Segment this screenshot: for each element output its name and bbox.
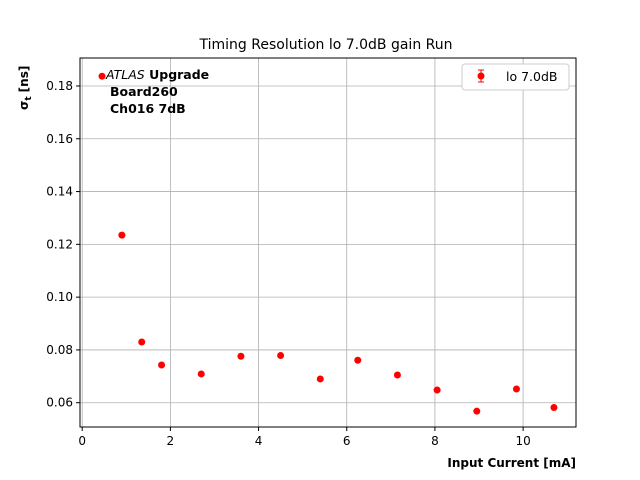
y-tick-label-5: 0.16 [46,132,73,146]
atlas-upgrade: Upgrade [149,67,209,82]
y-axis-label-subscript: t [24,96,34,101]
plot-area [79,57,577,428]
plot-frame [79,57,577,428]
legend-label: lo 7.0dB [506,69,557,84]
atlas-italic: ATLAS [105,67,145,82]
atlas-label: ATLAS Upgrade [105,67,209,82]
y-axis-ticks: 0.06 0.08 0.10 0.12 0.14 0.16 0.18 [46,79,80,410]
x-axis-ticks: 0 2 4 6 8 10 [78,427,531,448]
y-tick-label-3: 0.12 [46,237,73,251]
data-point-0-11 [473,407,481,415]
data-point-0-2 [138,338,146,346]
data-point-0-7 [316,375,324,383]
data-point-0-3 [158,361,166,369]
x-tick-label-5: 10 [515,434,530,448]
data-point-0-0 [98,72,106,80]
data-point-0-5 [237,352,245,360]
y-axis-label-symbol: σ [17,101,31,110]
y-tick-label-6: 0.18 [46,79,73,93]
data-points [98,72,558,415]
data-point-0-1 [118,231,126,239]
data-point-0-13 [550,403,558,411]
y-tick-label-1: 0.08 [46,343,73,357]
board-label: Board260 [110,84,178,99]
data-point-0-8 [354,356,362,364]
chart-title: Timing Resolution lo 7.0dB gain Run [199,37,453,53]
data-point-0-6 [277,351,285,359]
data-point-0-10 [433,386,441,394]
data-point-0-12 [512,385,520,393]
y-axis-label: σt [ns] [17,66,34,110]
x-tick-label-4: 8 [431,434,439,448]
channel-label: Ch016 7dB [110,101,186,116]
x-tick-label-2: 4 [255,434,263,448]
legend-box [461,63,570,91]
x-tick-label-0: 0 [78,434,86,448]
grid [80,58,576,427]
y-axis-label-unit: [ns] [17,66,31,93]
x-tick-label-1: 2 [167,434,175,448]
data-point-0-4 [197,370,205,378]
x-axis-label: Input Current [mA] [447,456,576,470]
atlas-annotation: ATLAS Upgrade Board260 Ch016 7dB [105,67,209,116]
legend: lo 7.0dB [461,63,570,91]
x-tick-label-3: 6 [343,434,351,448]
data-point-0-9 [393,371,401,379]
legend-marker [477,72,485,80]
y-tick-label-2: 0.10 [46,290,73,304]
y-tick-label-0: 0.06 [46,396,73,410]
y-tick-label-4: 0.14 [46,185,73,199]
